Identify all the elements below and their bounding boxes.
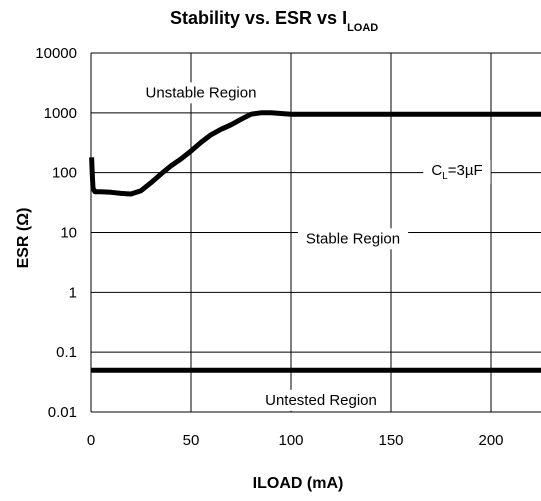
annotation-bg-untested <box>257 389 385 411</box>
annotation-untested: Untested Region <box>265 392 377 409</box>
series <box>89 110 541 373</box>
annotation-cl-pre: C <box>431 162 442 179</box>
y-tick-label-1: 0.1 <box>56 344 77 361</box>
y-tick-label-4: 100 <box>52 165 77 182</box>
y-tick-label-6: 10000 <box>35 45 77 62</box>
annotation-unstable: Unstable Region <box>146 84 257 101</box>
series-line-0 <box>89 110 541 197</box>
x-tick-label-1: 50 <box>183 432 200 449</box>
y-axis-label: ESR (Ω) <box>15 208 32 269</box>
x-tick-label-0: 0 <box>87 432 95 449</box>
x-tick-label-2: 100 <box>278 432 303 449</box>
annotation-bg-unstable <box>137 82 265 104</box>
ticks: 0.01 0.1 1 10 100 1000 10000 0 50 100 150 200 <box>35 45 503 449</box>
annotation-cl: CL=3µF <box>431 162 482 182</box>
y-tick-label-3: 10 <box>60 225 77 242</box>
annotation-bg-stable <box>297 228 409 250</box>
annotation-cl-post: =3µF <box>448 162 483 179</box>
annotation-stable: Stable Region <box>306 230 400 247</box>
annotation-cl-sub: L <box>442 171 448 182</box>
y-tick-label-0: 0.01 <box>48 404 77 421</box>
chart-title: Stability vs. ESR vs ILOAD <box>170 8 378 34</box>
annotations: Unstable Region Stable Region Untested Reg… <box>137 82 491 411</box>
annotation-bg-cl <box>423 160 491 185</box>
x-axis-label: ILOAD (mA) <box>253 475 344 492</box>
chart-title-text: Stability vs. ESR vs I <box>170 8 347 28</box>
chart-title-subscript: LOAD <box>347 22 378 34</box>
x-tick-label-3: 150 <box>378 432 403 449</box>
y-tick-label-5: 1000 <box>44 105 77 122</box>
y-tick-label-2: 1 <box>69 284 77 301</box>
x-tick-label-4: 200 <box>478 432 503 449</box>
